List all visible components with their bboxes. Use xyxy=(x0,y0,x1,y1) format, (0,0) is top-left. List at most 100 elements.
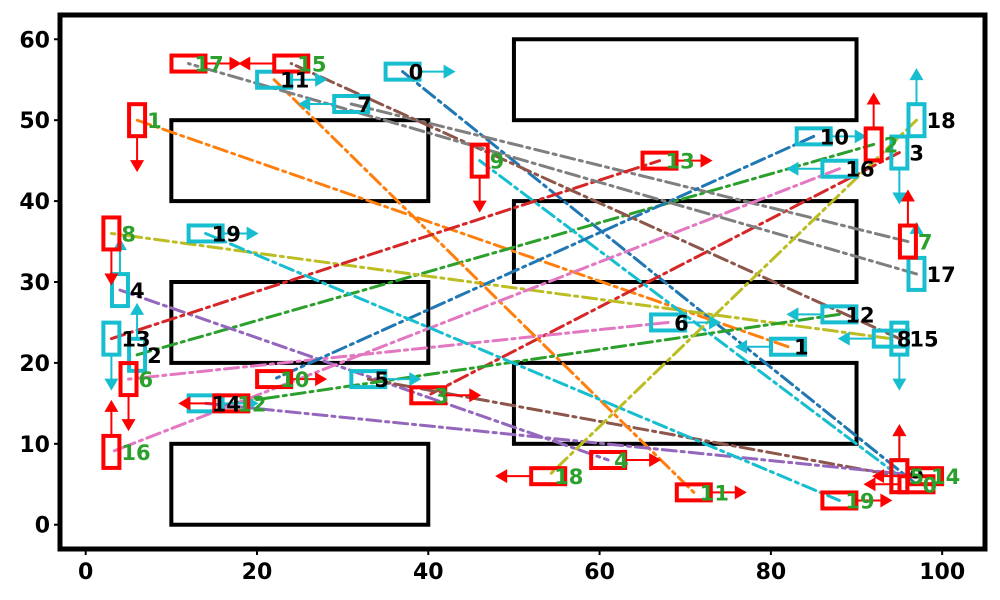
connection-line-11 xyxy=(272,78,696,494)
set-b-pin-label-6: 6 xyxy=(139,368,154,392)
set-b-pin-label-5: 5 xyxy=(909,465,924,489)
set-a-arrowhead-2 xyxy=(130,302,145,315)
set-b-arrowhead-15 xyxy=(238,56,251,71)
set-b-pin-label-17: 17 xyxy=(194,53,223,77)
set-b-pin-label-16: 16 xyxy=(121,441,150,465)
set-a-pin-label-18: 18 xyxy=(926,109,955,133)
set-b-arrowhead-14 xyxy=(872,469,885,484)
y-tick-label: 30 xyxy=(19,271,50,296)
set-a-pin-label-14: 14 xyxy=(212,392,241,416)
set-a-pin-label-4: 4 xyxy=(130,279,145,303)
set-b-pin-label-7: 7 xyxy=(918,231,933,255)
set-b-arrowhead-0 xyxy=(863,477,876,492)
set-b-arrowhead-3 xyxy=(469,388,482,403)
set-b-arrowhead-10 xyxy=(315,372,328,387)
set-b-pin-label-4: 4 xyxy=(614,449,629,473)
set-b-arrowhead-6 xyxy=(121,419,136,432)
y-tick-label: 40 xyxy=(19,190,50,215)
connection-line-3 xyxy=(426,151,901,397)
set-a-arrowhead-8 xyxy=(837,331,850,346)
set-a-arrowhead-5 xyxy=(409,372,422,387)
set-b-pin-label-18: 18 xyxy=(554,465,583,489)
set-b-arrowhead-19 xyxy=(880,493,893,508)
obstacle-1 xyxy=(169,280,431,365)
set-b-arrowhead-2 xyxy=(866,92,881,105)
set-b-arrowhead-7 xyxy=(900,189,915,202)
y-tick-label: 60 xyxy=(19,28,50,53)
connection-line-19 xyxy=(204,231,841,502)
connection-line-0 xyxy=(401,70,918,486)
set-b-pin-label-3: 3 xyxy=(434,384,449,408)
set-a-pin-label-0: 0 xyxy=(409,61,424,85)
set-a-pin-label-5: 5 xyxy=(374,368,389,392)
obstacle-5 xyxy=(511,37,859,123)
obstacle-2 xyxy=(169,118,431,204)
set-a-arrowhead-1 xyxy=(735,339,748,354)
set-b-arrowhead-18 xyxy=(495,469,508,484)
x-tick-label: 80 xyxy=(756,560,787,585)
set-a-arrowhead-10 xyxy=(854,129,867,144)
set-a-arrowhead-6 xyxy=(709,315,722,330)
x-tick-label: 40 xyxy=(413,560,444,585)
set-a-arrowhead-19 xyxy=(246,226,259,241)
set-a-arrowhead-16 xyxy=(786,161,799,176)
set-a-pin-label-2: 2 xyxy=(147,344,162,368)
set-a-pin-label-17: 17 xyxy=(926,263,955,287)
set-a-pin-label-12: 12 xyxy=(845,303,874,327)
set-a-pin-label-9: 9 xyxy=(909,465,924,489)
set-b-pin-label-1: 1 xyxy=(147,109,162,133)
set-b-arrowhead-9 xyxy=(472,200,487,213)
set-a-pin-label-3: 3 xyxy=(909,142,924,166)
connection-line-4 xyxy=(118,288,610,462)
set-a-arrowhead-18 xyxy=(909,68,924,81)
set-a-pin-label-19: 19 xyxy=(212,222,241,246)
set-a-pin-label-6: 6 xyxy=(674,311,689,335)
set-b-pin-label-2: 2 xyxy=(884,133,899,157)
y-tick-label: 20 xyxy=(19,352,50,377)
set-a-pin-label-7: 7 xyxy=(357,93,372,117)
y-tick-label: 10 xyxy=(19,433,50,458)
set-b-pin-label-9: 9 xyxy=(490,150,505,174)
connection-line-6 xyxy=(127,320,670,381)
obstacle-4 xyxy=(511,199,859,284)
set-a-arrowhead-13 xyxy=(104,378,119,391)
set-a-pin-label-16: 16 xyxy=(845,158,874,182)
set-b-pin-label-19: 19 xyxy=(845,489,874,513)
set-a-arrowhead-7 xyxy=(298,97,311,111)
connection-line-18 xyxy=(546,118,918,478)
set-b-pin-label-15: 15 xyxy=(297,53,326,77)
set-b-pin-label-8: 8 xyxy=(121,222,136,246)
obstacle-0 xyxy=(169,441,431,527)
set-b-pin-label-14: 14 xyxy=(931,465,960,489)
connection-line-15 xyxy=(289,62,901,341)
set-b-pin-label-12: 12 xyxy=(237,392,266,416)
set-a-arrowhead-15 xyxy=(892,378,907,391)
y-tick-label: 0 xyxy=(35,514,50,539)
connection-line-9 xyxy=(478,159,901,478)
set-b-arrowhead-17 xyxy=(229,56,242,71)
set-b-arrowhead-13 xyxy=(700,153,713,168)
connection-line-12 xyxy=(229,312,841,405)
set-a-arrowhead-11 xyxy=(315,72,328,87)
set-a-arrowhead-0 xyxy=(443,64,456,79)
set-b-arrowhead-12 xyxy=(178,396,191,411)
set-a-pin-label-13: 13 xyxy=(121,328,150,352)
connection-line-2 xyxy=(135,142,876,357)
set-a-pin-label-1: 1 xyxy=(794,336,809,360)
set-a-arrowhead-12 xyxy=(786,307,799,322)
set-b-arrowhead-4 xyxy=(649,453,662,467)
set-b-arrowhead-16 xyxy=(104,399,119,412)
set-b-pin-label-11: 11 xyxy=(700,481,729,505)
set-a-pin-label-15: 15 xyxy=(909,328,938,352)
connection-line-10 xyxy=(272,134,816,381)
set-b-pin-label-10: 10 xyxy=(280,368,309,392)
x-tick-label: 20 xyxy=(242,560,273,585)
set-a-arrowhead-3 xyxy=(892,192,907,205)
x-tick-label: 0 xyxy=(78,560,93,585)
set-b-arrowhead-1 xyxy=(130,160,145,173)
set-b-pin-label-0: 0 xyxy=(922,473,937,497)
connection-line-1 xyxy=(135,118,790,349)
set-b-arrowhead-5 xyxy=(892,424,907,437)
set-b-arrowhead-8 xyxy=(104,273,119,286)
connection-line-8 xyxy=(109,231,893,341)
